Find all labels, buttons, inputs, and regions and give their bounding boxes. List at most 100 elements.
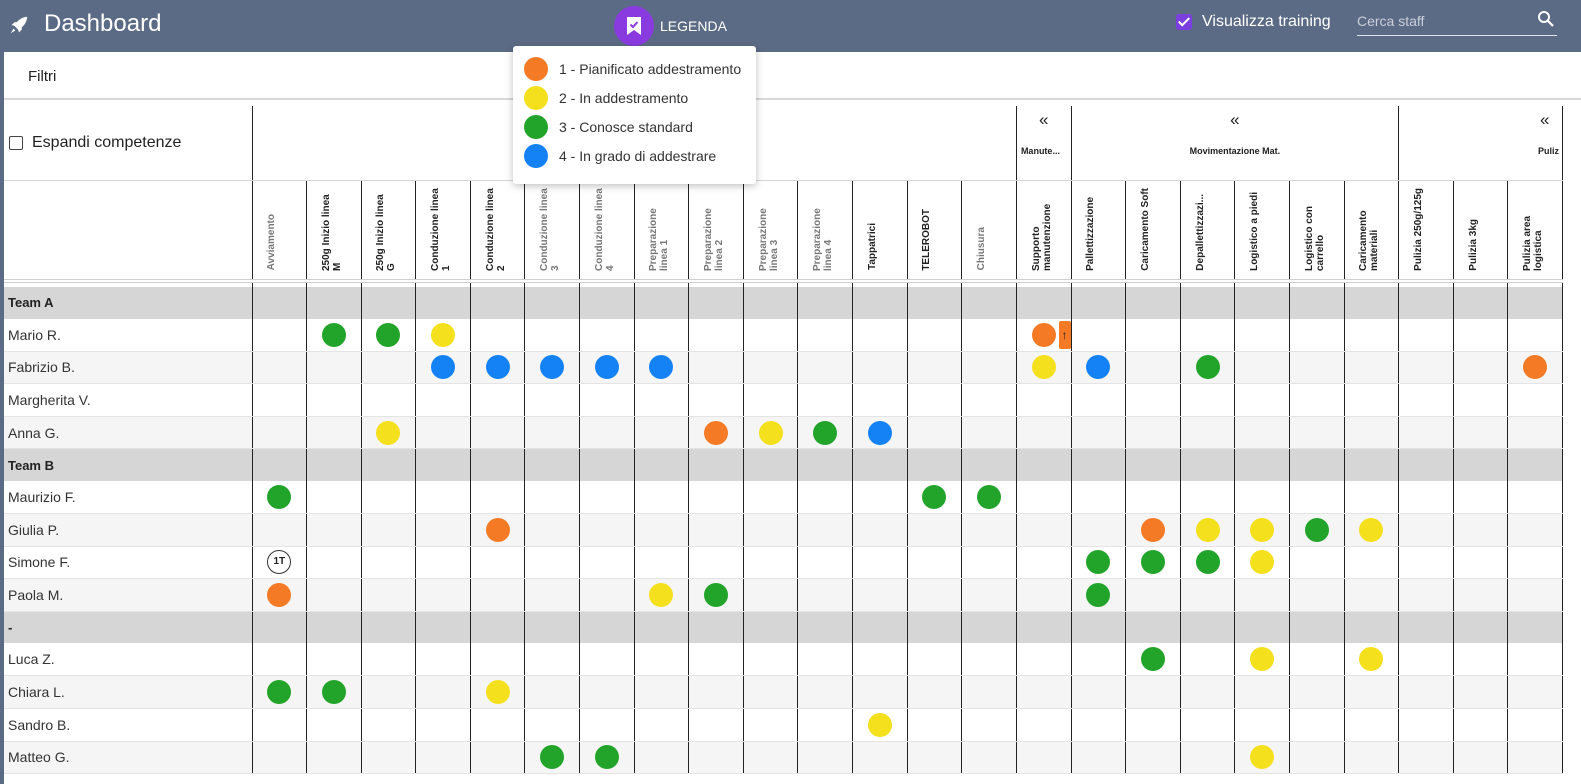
competency-cell[interactable]	[1398, 318, 1454, 352]
competency-cell[interactable]	[1016, 513, 1072, 547]
staff-name[interactable]: Sandro B.	[4, 708, 253, 742]
competency-cell[interactable]	[1180, 578, 1236, 612]
competency-cell[interactable]	[907, 351, 963, 385]
competency-cell[interactable]	[1398, 708, 1454, 742]
competency-cell[interactable]	[470, 383, 526, 417]
competency-cell[interactable]	[1398, 643, 1454, 677]
competency-cell[interactable]	[634, 513, 690, 547]
competency-cell[interactable]	[306, 546, 362, 580]
competency-cell[interactable]	[1016, 351, 1072, 385]
column-header[interactable]: 250g Inizio linea M	[306, 180, 362, 283]
competency-cell[interactable]	[961, 513, 1017, 547]
competency-cell[interactable]	[252, 416, 308, 450]
legend-button[interactable]	[614, 6, 654, 46]
competency-cell[interactable]	[797, 708, 854, 742]
column-header[interactable]: TELEROBOT	[907, 180, 963, 283]
column-header[interactable]: Preparazione linea 3	[743, 180, 799, 283]
search-input[interactable]	[1357, 8, 1527, 34]
competency-cell[interactable]	[743, 383, 799, 417]
column-header[interactable]: Pulizia 250g/125g	[1398, 180, 1454, 283]
competency-cell[interactable]	[1344, 578, 1400, 612]
competency-cell[interactable]	[415, 416, 471, 450]
competency-cell[interactable]	[415, 546, 471, 580]
group-header-movimentazione[interactable]: « Movimentazione Mat.	[1071, 106, 1400, 181]
competency-cell[interactable]	[797, 643, 854, 677]
competency-cell[interactable]	[852, 675, 908, 709]
competency-cell[interactable]	[1344, 546, 1400, 580]
competency-cell[interactable]	[1344, 318, 1400, 352]
competency-cell[interactable]	[579, 513, 635, 547]
level-dot-conosce-standard[interactable]	[813, 420, 838, 445]
competency-cell[interactable]	[1180, 480, 1236, 514]
competency-cell[interactable]	[961, 578, 1017, 612]
competency-cell[interactable]	[852, 546, 908, 580]
level-dot-in-grado-di-addestrare[interactable]	[540, 355, 565, 380]
competency-cell[interactable]	[1507, 578, 1563, 612]
competency-cell[interactable]	[524, 708, 581, 742]
competency-cell[interactable]	[1016, 643, 1072, 677]
competency-cell[interactable]	[470, 546, 526, 580]
level-dot-conosce-standard[interactable]	[922, 484, 947, 509]
competency-cell[interactable]	[1125, 318, 1181, 352]
competency-cell[interactable]	[579, 416, 635, 450]
competency-cell[interactable]	[852, 480, 908, 514]
column-header[interactable]: Preparazione linea 1	[634, 180, 690, 283]
column-header[interactable]: Conduzione linea 2	[470, 180, 526, 283]
competency-cell[interactable]	[743, 675, 799, 709]
column-header[interactable]: 250g Inizio linea G	[361, 180, 417, 283]
competency-cell[interactable]	[961, 480, 1017, 514]
competency-cell[interactable]	[907, 675, 963, 709]
level-dot-in-grado-di-addestrare[interactable]	[485, 355, 510, 380]
competency-cell[interactable]	[579, 480, 635, 514]
level-dot-conosce-standard[interactable]	[267, 484, 292, 509]
competency-cell[interactable]	[907, 416, 963, 450]
competency-cell[interactable]	[1453, 643, 1509, 677]
staff-name[interactable]: Paola M.	[4, 578, 253, 612]
training-checkbox[interactable]	[1176, 14, 1192, 30]
competency-cell[interactable]	[1507, 416, 1563, 450]
competency-cell[interactable]	[688, 741, 744, 775]
competency-cell[interactable]	[1071, 318, 1127, 352]
competency-cell[interactable]	[1289, 416, 1345, 450]
competency-cell[interactable]	[1289, 513, 1345, 547]
competency-cell[interactable]	[306, 513, 362, 547]
competency-cell[interactable]	[1180, 351, 1236, 385]
competency-cell[interactable]	[1125, 416, 1181, 450]
competency-cell[interactable]	[1234, 578, 1290, 612]
column-header[interactable]: Preparazione linea 2	[688, 180, 744, 283]
competency-cell[interactable]	[634, 383, 690, 417]
competency-cell[interactable]	[743, 513, 799, 547]
competency-cell[interactable]	[852, 643, 908, 677]
competency-cell[interactable]	[1507, 318, 1563, 352]
competency-cell[interactable]	[852, 708, 908, 742]
competency-cell[interactable]	[797, 578, 854, 612]
competency-cell[interactable]	[524, 578, 581, 612]
column-header[interactable]: Conduzione linea 1	[415, 180, 471, 283]
competency-cell[interactable]	[797, 513, 854, 547]
competency-cell[interactable]	[1071, 383, 1127, 417]
competency-cell[interactable]	[852, 318, 908, 352]
competency-cell[interactable]	[252, 741, 308, 775]
competency-cell[interactable]	[1180, 741, 1236, 775]
level-dot-pianificato[interactable]	[1140, 517, 1165, 542]
competency-cell[interactable]	[1125, 513, 1181, 547]
competency-cell[interactable]	[579, 741, 635, 775]
competency-cell[interactable]	[361, 643, 417, 677]
competency-cell[interactable]	[743, 480, 799, 514]
level-dot-in-addestramento[interactable]	[376, 420, 401, 445]
competency-cell[interactable]	[961, 546, 1017, 580]
competency-cell[interactable]	[1453, 318, 1509, 352]
competency-cell[interactable]	[1507, 383, 1563, 417]
competency-cell[interactable]	[252, 383, 308, 417]
group-header-pulizia[interactable]: « Puliz	[1398, 106, 1563, 181]
competency-cell[interactable]	[634, 546, 690, 580]
competency-cell[interactable]	[1125, 546, 1181, 580]
competency-cell[interactable]	[361, 416, 417, 450]
competency-cell[interactable]	[1234, 546, 1290, 580]
competency-cell[interactable]	[579, 675, 635, 709]
competency-cell[interactable]	[852, 351, 908, 385]
competency-cell[interactable]	[907, 578, 963, 612]
column-header[interactable]: Caricamento Soft	[1125, 180, 1181, 283]
competency-cell[interactable]	[1071, 578, 1127, 612]
competency-cell[interactable]	[797, 480, 854, 514]
